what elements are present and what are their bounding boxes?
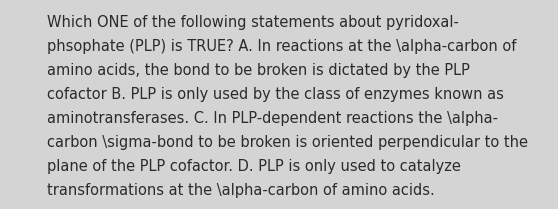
Text: plane of the PLP cofactor. D. PLP is only used to catalyze: plane of the PLP cofactor. D. PLP is onl… [47, 159, 461, 174]
Text: phsophate (PLP) is TRUE? A. In reactions at the \alpha-carbon of: phsophate (PLP) is TRUE? A. In reactions… [47, 39, 517, 54]
Text: transformations at the \alpha-carbon of amino acids.: transformations at the \alpha-carbon of … [47, 183, 435, 198]
Text: Which ONE of the following statements about pyridoxal-: Which ONE of the following statements ab… [47, 15, 459, 30]
Text: cofactor B. PLP is only used by the class of enzymes known as: cofactor B. PLP is only used by the clas… [47, 87, 504, 102]
Text: amino acids, the bond to be broken is dictated by the PLP: amino acids, the bond to be broken is di… [47, 63, 470, 78]
Text: carbon \sigma-bond to be broken is oriented perpendicular to the: carbon \sigma-bond to be broken is orien… [47, 135, 528, 150]
Text: aminotransferases. C. In PLP-dependent reactions the \alpha-: aminotransferases. C. In PLP-dependent r… [47, 111, 498, 126]
